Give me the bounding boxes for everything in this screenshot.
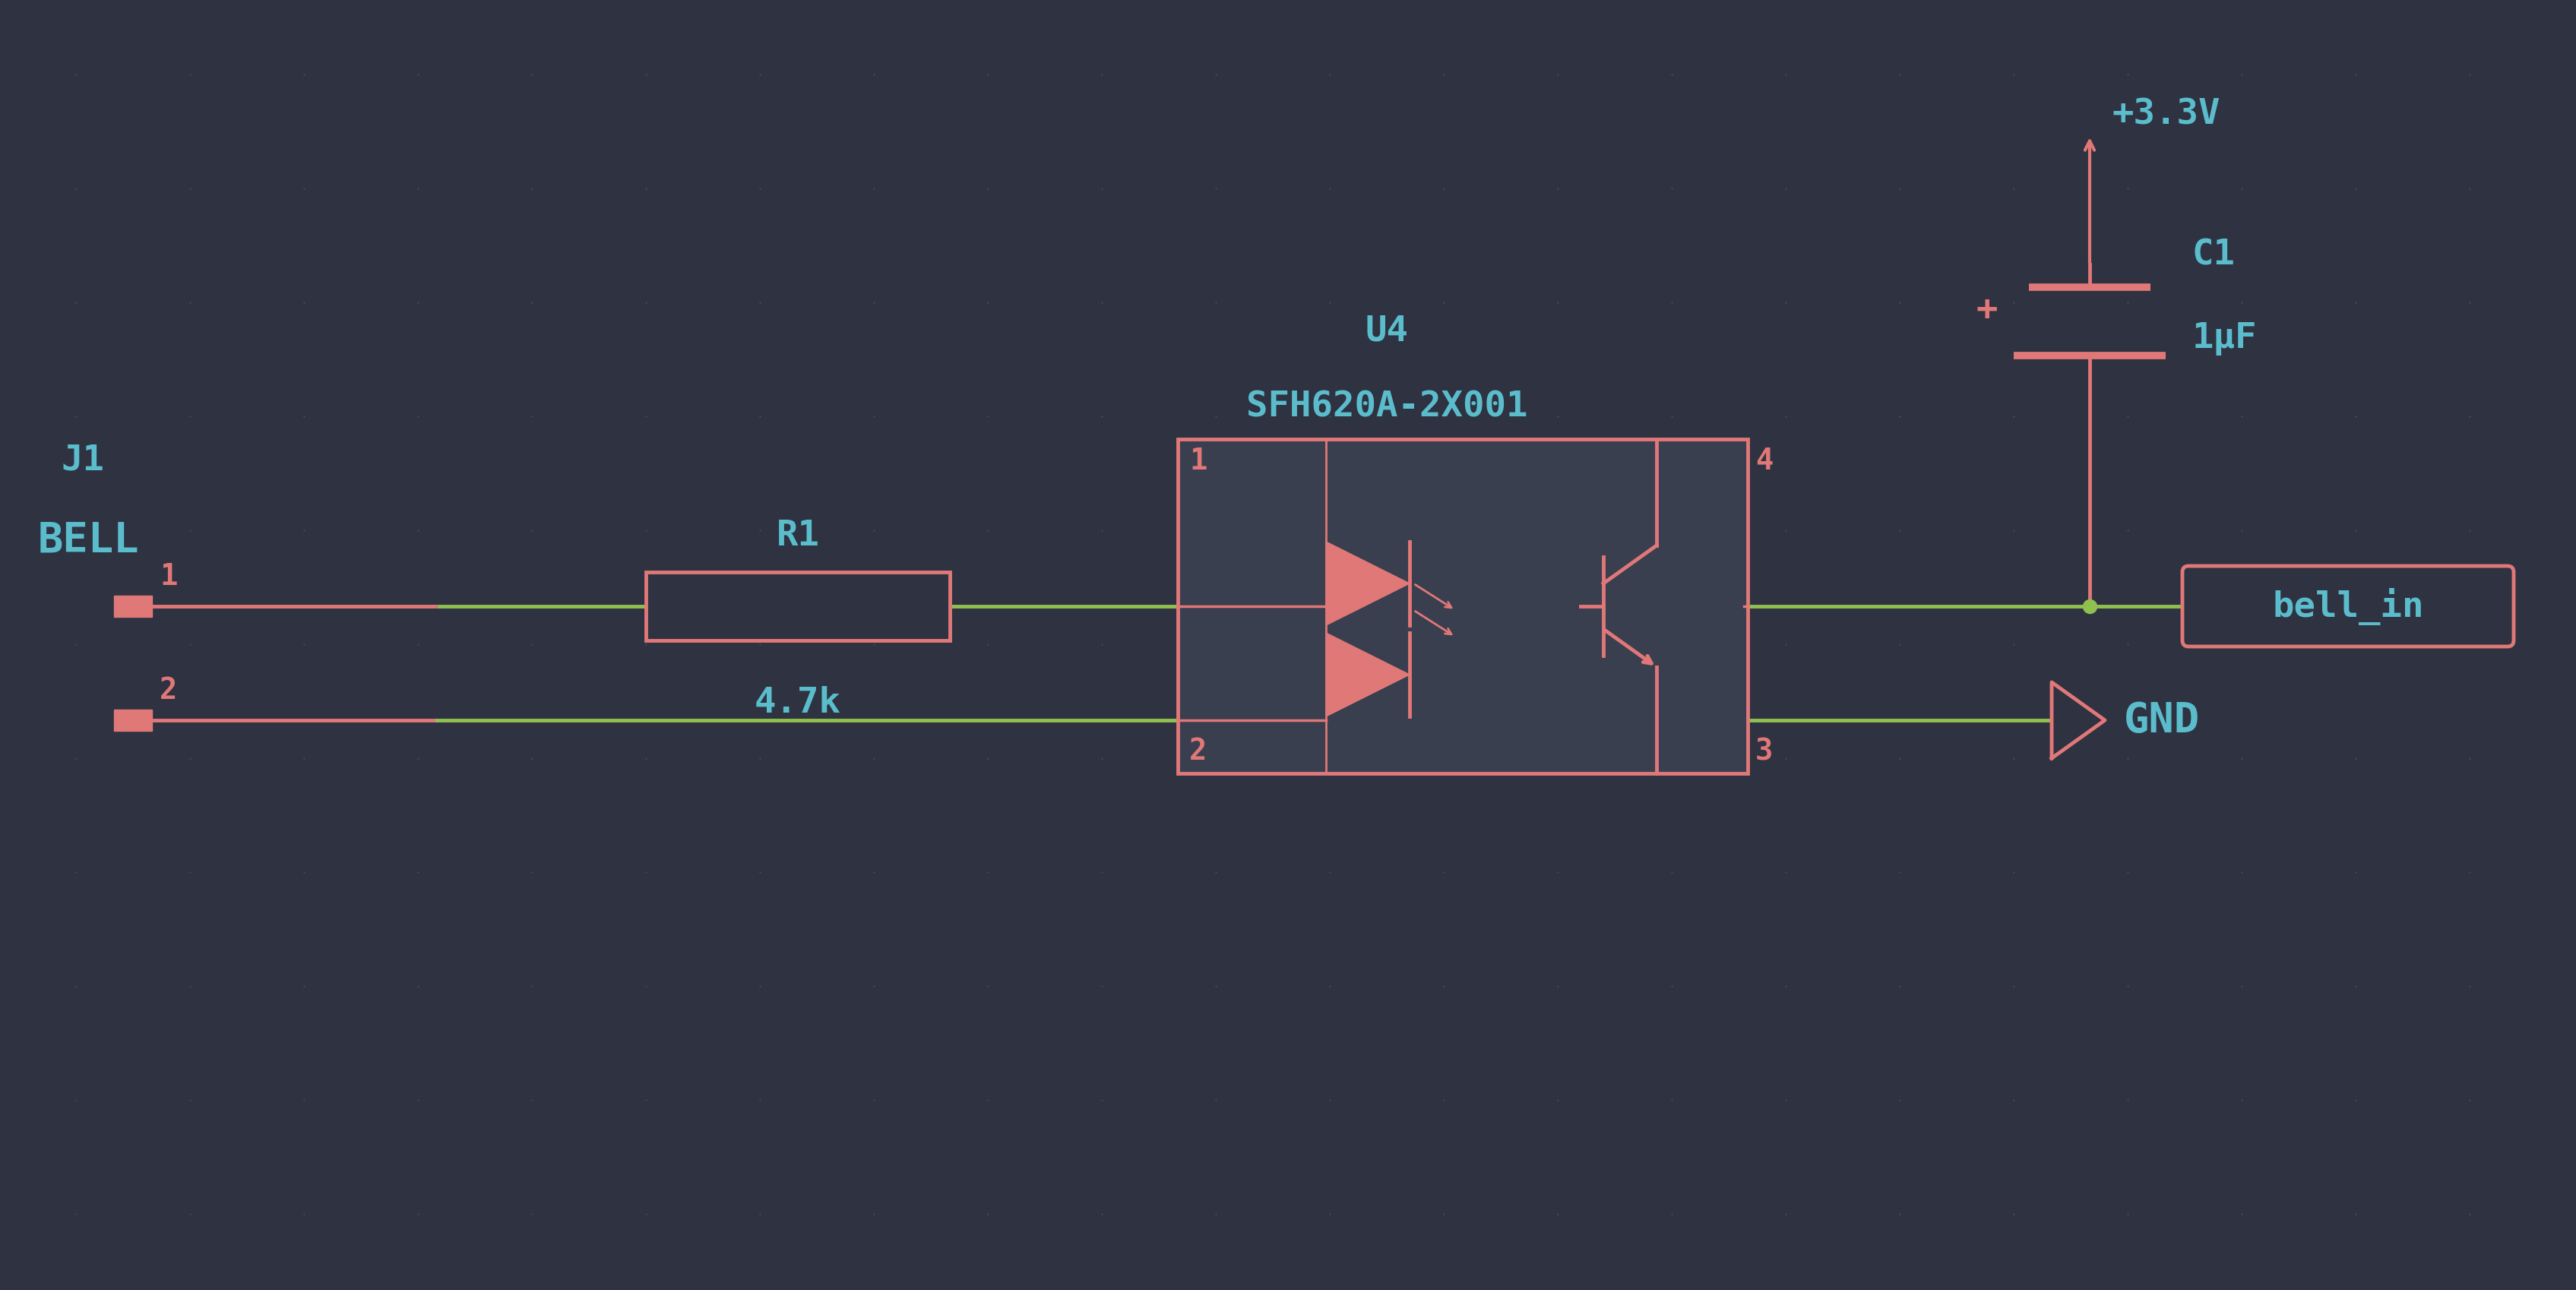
Polygon shape	[1327, 633, 1409, 716]
Bar	[113, 710, 152, 731]
Text: 1: 1	[1190, 446, 1206, 476]
Text: 1: 1	[160, 562, 178, 591]
Polygon shape	[2050, 682, 2105, 759]
Text: 1μF: 1μF	[2192, 321, 2257, 356]
Text: bell_in: bell_in	[2272, 588, 2424, 624]
Text: BELL: BELL	[39, 520, 139, 561]
Text: C1: C1	[2192, 237, 2236, 272]
Text: SFH620A-2X001: SFH620A-2X001	[1247, 390, 1528, 424]
Bar	[1177, 439, 1747, 774]
Text: +3.3V: +3.3V	[2112, 97, 2221, 132]
Text: 3: 3	[1754, 737, 1772, 766]
Bar	[113, 596, 152, 617]
Polygon shape	[1327, 542, 1409, 626]
Text: GND: GND	[2123, 700, 2200, 740]
Text: 4.7k: 4.7k	[755, 686, 840, 720]
Text: 2: 2	[1190, 737, 1206, 766]
Text: 4: 4	[1754, 446, 1772, 476]
Text: +: +	[1976, 293, 1996, 328]
Text: 2: 2	[160, 676, 178, 706]
Text: J1: J1	[62, 442, 103, 477]
Text: R1: R1	[775, 519, 819, 553]
Bar	[647, 571, 951, 640]
FancyBboxPatch shape	[2182, 566, 2514, 646]
Text: U4: U4	[1365, 313, 1409, 348]
